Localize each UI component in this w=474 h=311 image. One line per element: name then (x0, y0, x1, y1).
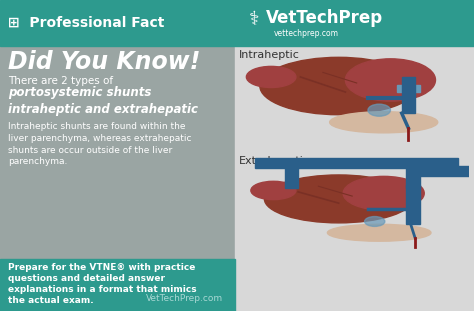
Bar (0, 46, 235, 259)
Text: ⊞  Professional Fact: ⊞ Professional Fact (8, 16, 164, 30)
Text: Did You Know!: Did You Know! (8, 50, 201, 74)
Bar (235, 259, 474, 311)
Text: Intraheptic shunts are found within the
liver parenchyma, whereas extrahepatic
s: Intraheptic shunts are found within the … (8, 122, 191, 166)
Text: vettechprep.com: vettechprep.com (273, 29, 338, 38)
Text: Extrahepatic: Extrahepatic (238, 156, 310, 166)
Bar (397, 85, 419, 92)
Text: VetTechPrep.com: VetTechPrep.com (146, 294, 223, 303)
Text: Prepare for the VTNE® with practice
questions and detailed answer
explanations i: Prepare for the VTNE® with practice ques… (8, 263, 197, 305)
Ellipse shape (343, 176, 424, 210)
Ellipse shape (346, 59, 436, 101)
Ellipse shape (264, 175, 413, 223)
Ellipse shape (365, 216, 385, 226)
Bar (406, 165, 419, 188)
Ellipse shape (246, 66, 296, 87)
Ellipse shape (329, 112, 438, 133)
Text: There are 2 types of: There are 2 types of (8, 76, 113, 86)
Bar (401, 77, 415, 113)
Text: VetTechPrep: VetTechPrep (265, 9, 383, 27)
Text: ⚕: ⚕ (248, 10, 259, 29)
Bar (406, 185, 419, 224)
Ellipse shape (328, 224, 431, 241)
Text: Intraheptic: Intraheptic (238, 50, 300, 60)
Ellipse shape (260, 57, 418, 115)
Ellipse shape (368, 104, 391, 116)
Bar (0, 259, 235, 311)
Ellipse shape (251, 181, 296, 200)
Bar (284, 165, 298, 188)
Bar (255, 158, 458, 168)
Text: portosystemic shunts
intraheptic and extrahepatic: portosystemic shunts intraheptic and ext… (8, 86, 198, 115)
Bar (235, 46, 474, 259)
Bar (419, 166, 469, 176)
Bar (0, 0, 474, 46)
